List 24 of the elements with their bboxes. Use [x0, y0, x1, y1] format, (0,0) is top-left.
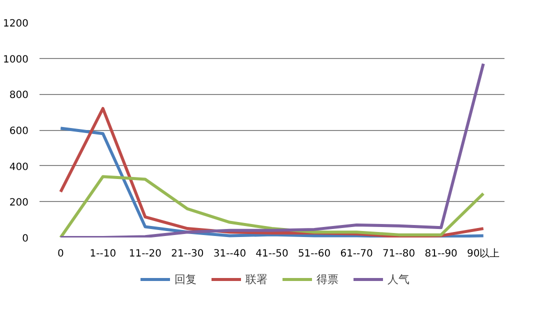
y-tick-label: 1000 [3, 54, 29, 66]
y-tick-label: 600 [9, 126, 29, 137]
line-series [59, 175, 485, 238]
x-tick-label: 51--60 [298, 248, 331, 260]
y-tick-label: 800 [9, 90, 29, 102]
y-tick-label: 0 [22, 234, 29, 244]
legend-label: 联署 [246, 272, 268, 286]
x-tick-label: 31--40 [213, 248, 246, 260]
x-tick-label: 71--80 [382, 248, 416, 260]
y-tick-label: 400 [9, 162, 29, 173]
x-tick-label: 1--10 [90, 248, 116, 260]
x-tick-label: 81--90 [424, 248, 458, 260]
x-tick-label: 61--70 [340, 248, 373, 260]
x-tick-label: 11--20 [128, 248, 162, 260]
legend-label: 回复 [174, 272, 196, 286]
y-tick-label: 1200 [3, 18, 29, 30]
x-tick-label: 21--30 [171, 248, 204, 260]
x-tick-label: 41--50 [256, 248, 288, 260]
legend-label: 得票 [316, 272, 338, 286]
x-tick-label: 0 [57, 248, 64, 260]
line-series [59, 62, 485, 238]
y-tick-label: 200 [9, 198, 29, 209]
legend-label: 人气 [388, 272, 410, 286]
x-tick-label: 90以上 [467, 248, 500, 260]
